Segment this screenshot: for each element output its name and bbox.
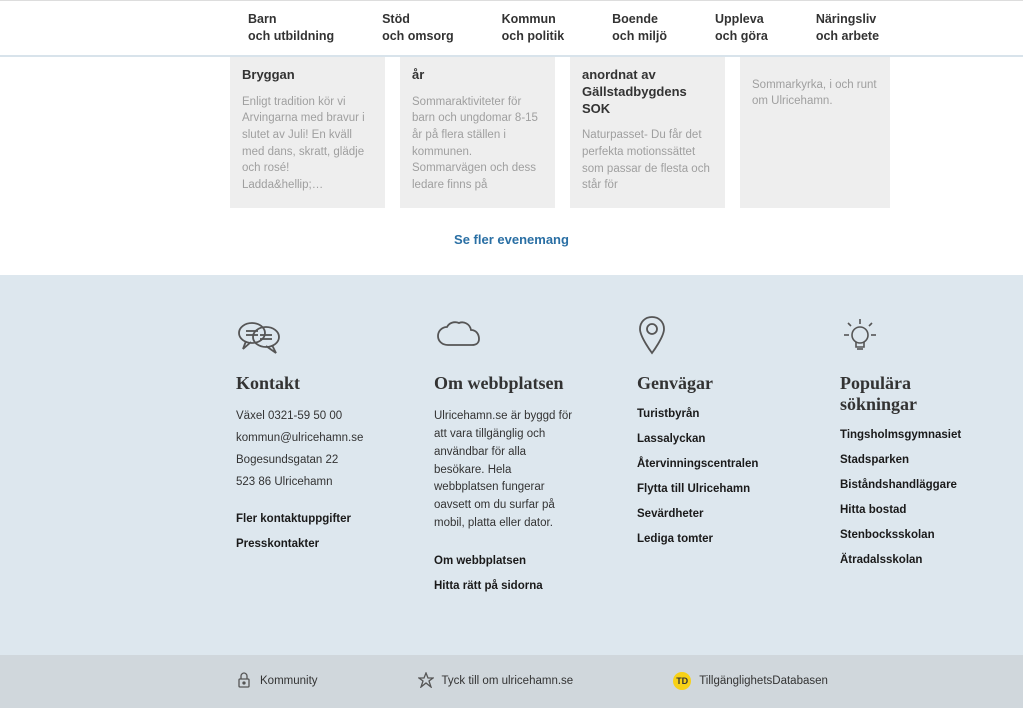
event-card[interactable]: Sommarkyrka, i och runt om Ulricehamn. <box>740 57 890 208</box>
nav-item-kommun[interactable]: Kommun och politik <box>502 11 565 45</box>
footer-col-genvagar: Genvägar Turistbyrån Lassalyckan Återvin… <box>637 315 782 605</box>
nav-line2: och politik <box>502 28 565 45</box>
footer-about-text: Ulricehamn.se är byggd för att vara till… <box>434 408 579 533</box>
nav-line2: och omsorg <box>382 28 454 45</box>
bottombar-label: Kommunity <box>260 675 318 687</box>
bottombar-tycktill[interactable]: Tyck till om ulricehamn.se <box>418 672 574 691</box>
footer-heading: Kontakt <box>236 373 376 394</box>
footer-link[interactable]: Biståndshandläggare <box>840 479 990 491</box>
footer-col-om: Om webbplatsen Ulricehamn.se är byggd fö… <box>434 315 579 605</box>
td-badge-icon: TD <box>673 672 691 690</box>
event-card[interactable]: år Sommaraktiviteter för barn och ungdom… <box>400 57 555 208</box>
footer-link[interactable]: Fler kontaktuppgifter <box>236 513 376 525</box>
event-title: anordnat av Gällstadbygdens SOK <box>582 67 713 118</box>
footer-link[interactable]: Flytta till Ulricehamn <box>637 483 782 495</box>
bottombar-label: Tyck till om ulricehamn.se <box>442 675 574 687</box>
footer-link[interactable]: Turistbyrån <box>637 408 782 420</box>
star-icon <box>418 672 434 691</box>
nav-line1: Kommun <box>502 11 565 28</box>
contact-email: kommun@ulricehamn.se <box>236 430 376 448</box>
footer-heading: Genvägar <box>637 373 782 394</box>
nav-line1: Näringsliv <box>816 11 879 28</box>
footer-col-kontakt: Kontakt Växel 0321-59 50 00 kommun@ulric… <box>236 315 376 605</box>
bottombar-label: TillgänglighetsDatabasen <box>699 675 828 687</box>
footer-link[interactable]: Lediga tomter <box>637 533 782 545</box>
event-title: år <box>412 67 543 84</box>
nav-line2: och arbete <box>816 28 879 45</box>
speech-bubbles-icon <box>236 315 376 355</box>
footer-section: Kontakt Växel 0321-59 50 00 kommun@ulric… <box>0 275 1023 655</box>
contact-address1: Bogesundsgatan 22 <box>236 452 376 470</box>
nav-item-naringsliv[interactable]: Näringsliv och arbete <box>816 11 879 45</box>
footer-link[interactable]: Stenbocksskolan <box>840 529 990 541</box>
contact-address2: 523 86 Ulricehamn <box>236 474 376 492</box>
footer-link[interactable]: Återvinningscentralen <box>637 458 782 470</box>
lightbulb-icon <box>840 315 990 355</box>
footer-link[interactable]: Hitta bostad <box>840 504 990 516</box>
lock-icon <box>236 671 252 692</box>
events-section: Bryggan Enligt tradition kör vi Arvingar… <box>0 57 1023 275</box>
nav-line1: Uppleva <box>715 11 768 28</box>
footer-link[interactable]: Lassalyckan <box>637 433 782 445</box>
event-text: Sommarkyrka, i och runt om Ulricehamn. <box>752 77 878 110</box>
footer-link[interactable]: Stadsparken <box>840 454 990 466</box>
footer-heading: Populära sökningar <box>840 373 990 415</box>
footer-link[interactable]: Ätradalsskolan <box>840 554 990 566</box>
nav-line2: och göra <box>715 28 768 45</box>
event-card[interactable]: Bryggan Enligt tradition kör vi Arvingar… <box>230 57 385 208</box>
contact-phone: Växel 0321-59 50 00 <box>236 408 376 426</box>
nav-line2: och utbildning <box>248 28 334 45</box>
event-text: Naturpasset- Du får det perfekta motions… <box>582 127 713 194</box>
footer-link[interactable]: Om webbplatsen <box>434 555 579 567</box>
bottombar-kommunity[interactable]: Kommunity <box>236 671 318 692</box>
event-text: Enligt tradition kör vi Arvingarna med b… <box>242 94 373 194</box>
nav-item-boende[interactable]: Boende och miljö <box>612 11 667 45</box>
nav-line1: Stöd <box>382 11 454 28</box>
nav-line1: Barn <box>248 11 334 28</box>
event-title: Bryggan <box>242 67 373 84</box>
bottom-bar: Kommunity Tyck till om ulricehamn.se TD … <box>0 655 1023 708</box>
footer-link[interactable]: Tingsholmsgymnasiet <box>840 429 990 441</box>
cloud-icon <box>434 315 579 355</box>
nav-line2: och miljö <box>612 28 667 45</box>
nav-line1: Boende <box>612 11 667 28</box>
map-pin-icon <box>637 315 782 355</box>
nav-item-stod[interactable]: Stöd och omsorg <box>382 11 454 45</box>
event-text: Sommaraktiviteter för barn och ungdomar … <box>412 94 543 194</box>
nav-item-barn[interactable]: Barn och utbildning <box>248 11 334 45</box>
see-more-events: Se fler evenemang <box>0 208 1023 255</box>
footer-link[interactable]: Sevärdheter <box>637 508 782 520</box>
bottombar-tillganglighet[interactable]: TD TillgänglighetsDatabasen <box>673 672 828 690</box>
nav-item-uppleva[interactable]: Uppleva och göra <box>715 11 768 45</box>
footer-heading: Om webbplatsen <box>434 373 579 394</box>
footer-link[interactable]: Presskontakter <box>236 538 376 550</box>
see-more-link[interactable]: Se fler evenemang <box>454 232 569 247</box>
top-navigation: Barn och utbildning Stöd och omsorg Komm… <box>0 0 1023 57</box>
footer-col-sokningar: Populära sökningar Tingsholmsgymnasiet S… <box>840 315 990 605</box>
footer-link[interactable]: Hitta rätt på sidorna <box>434 580 579 592</box>
event-card[interactable]: anordnat av Gällstadbygdens SOK Naturpas… <box>570 57 725 208</box>
